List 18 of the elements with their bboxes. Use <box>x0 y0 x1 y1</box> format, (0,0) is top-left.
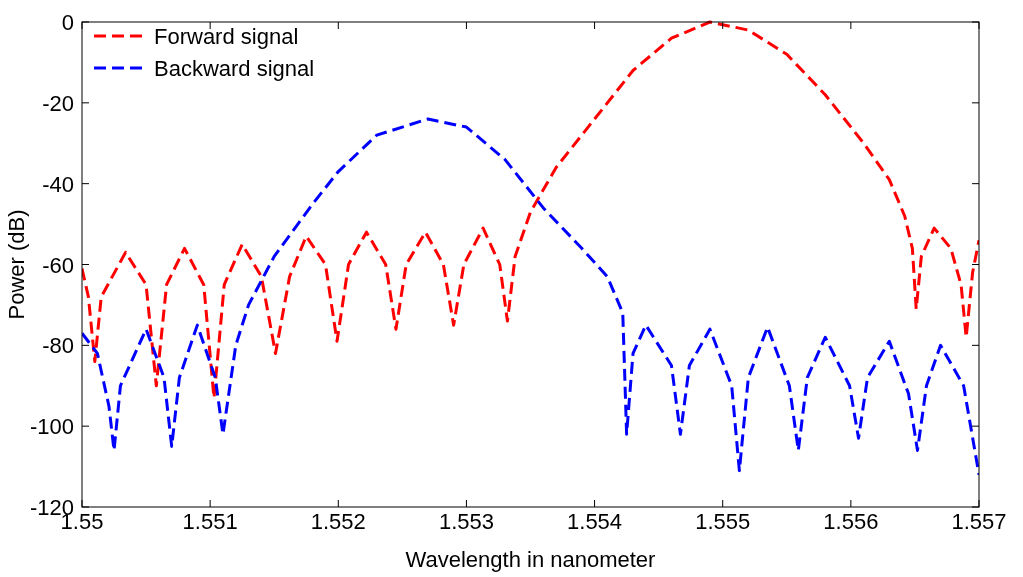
x-tick-label: 1.554 <box>567 509 623 534</box>
line-series <box>82 117 979 477</box>
y-tick-label: -60 <box>42 252 74 278</box>
y-tick-label: -100 <box>29 414 74 440</box>
legend-label: Backward signal <box>154 56 315 81</box>
y-tick-label: 0 <box>61 10 74 35</box>
x-tick-label: 1.551 <box>182 509 238 534</box>
y-tick-label: -20 <box>42 90 74 116</box>
x-tick-label: 1.557 <box>951 509 1007 534</box>
x-tick-label: 1.555 <box>695 509 751 534</box>
x-axis-title: Wavelength in nanometer <box>405 547 656 572</box>
legend-label: Forward signal <box>154 24 299 49</box>
x-tick-label: 1.552 <box>310 509 366 534</box>
y-tick-label: -40 <box>42 171 74 197</box>
x-tick-label: 1.553 <box>438 509 494 534</box>
y-axis-title: Power (dB) <box>4 209 29 320</box>
y-tick-label: -80 <box>42 333 74 359</box>
x-tick-label: 1.556 <box>823 509 879 534</box>
